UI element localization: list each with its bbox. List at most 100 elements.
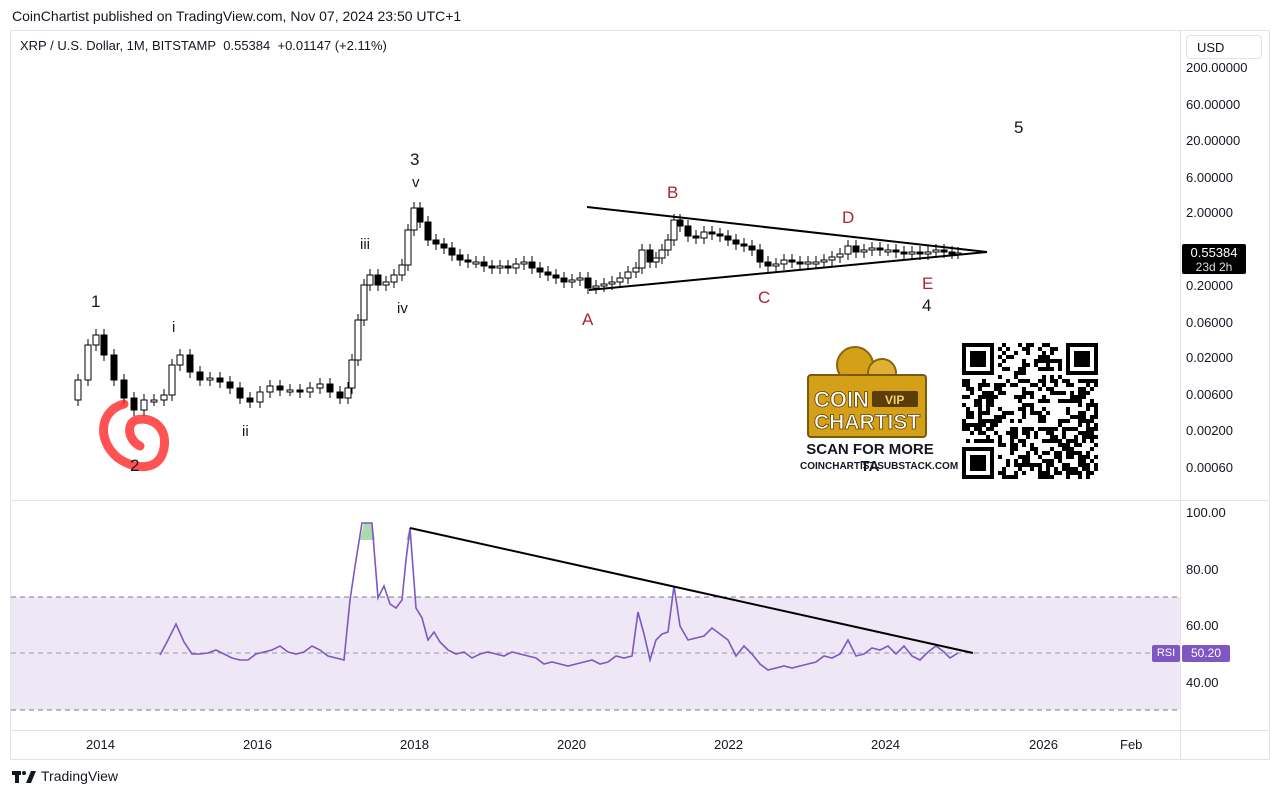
- qr-module: [1002, 443, 1006, 447]
- wave-label-2: 2: [130, 456, 140, 475]
- qr-module: [1010, 355, 1014, 359]
- qr-module: [966, 427, 970, 431]
- qr-module: [1050, 347, 1054, 351]
- qr-module: [1066, 411, 1070, 415]
- qr-module: [1014, 351, 1018, 355]
- qr-module: [1078, 423, 1082, 427]
- qr-module: [998, 443, 1002, 447]
- rsi-tick: 100.00: [1186, 505, 1226, 520]
- qr-module: [1034, 383, 1038, 387]
- qr-module: [1018, 467, 1022, 471]
- price-axis-separator: [1180, 30, 1181, 760]
- qr-module: [994, 395, 998, 399]
- promo-cta: SCAN FOR MORE TA: [806, 441, 934, 475]
- qr-module: [1078, 399, 1082, 403]
- qr-module: [1014, 459, 1018, 463]
- qr-module: [1038, 399, 1042, 403]
- qr-module: [1058, 423, 1062, 427]
- qr-module: [1086, 423, 1090, 427]
- qr-module: [1050, 359, 1054, 363]
- qr-module: [1082, 439, 1086, 443]
- qr-module: [1046, 467, 1050, 471]
- price-tick: 200.00000: [1186, 60, 1248, 75]
- qr-module: [1078, 419, 1082, 423]
- qr-module: [962, 383, 966, 387]
- qr-module: [1022, 439, 1026, 443]
- qr-module: [1018, 439, 1022, 443]
- qr-module: [1026, 459, 1030, 463]
- qr-module: [1066, 343, 1070, 375]
- qr-module: [1058, 399, 1062, 403]
- qr-module: [1066, 379, 1070, 383]
- qr-module: [1062, 435, 1066, 439]
- qr-module: [1006, 367, 1010, 371]
- qr-module: [1046, 363, 1050, 367]
- qr-module: [974, 423, 978, 427]
- tradingview-footer[interactable]: TradingView: [12, 768, 118, 784]
- qr-module: [998, 387, 1002, 391]
- qr-module: [1050, 367, 1054, 371]
- qr-module: [1074, 451, 1078, 455]
- qr-module: [1030, 411, 1034, 415]
- qr-module: [1030, 447, 1034, 451]
- qr-module: [1046, 439, 1050, 443]
- qr-module: [1038, 471, 1042, 475]
- qr-module: [986, 395, 990, 399]
- qr-module: [1074, 415, 1078, 419]
- qr-module: [1038, 387, 1042, 391]
- qr-module: [986, 407, 990, 411]
- pane-separator[interactable]: [10, 500, 1270, 501]
- qr-module: [1002, 475, 1006, 479]
- qr-module: [1082, 463, 1086, 467]
- currency-button[interactable]: USD: [1186, 35, 1262, 59]
- symbol-legend[interactable]: XRP / U.S. Dollar, 1M, BITSTAMP 0.55384 …: [20, 38, 387, 53]
- triangle-label-A: A: [582, 310, 594, 329]
- qr-module: [1018, 407, 1022, 411]
- qr-module: [1082, 379, 1086, 383]
- qr-module: [1050, 475, 1054, 479]
- qr-module: [1046, 343, 1050, 347]
- qr-module: [1046, 427, 1050, 431]
- qr-module: [1078, 459, 1082, 463]
- time-tick: 2020: [557, 737, 586, 752]
- qr-module: [982, 379, 986, 383]
- qr-module: [978, 427, 982, 431]
- qr-module: [1070, 467, 1074, 471]
- symbol-name: XRP / U.S. Dollar, 1M, BITSTAMP: [20, 38, 217, 53]
- qr-code-icon[interactable]: [962, 343, 1098, 479]
- qr-module: [1066, 447, 1070, 451]
- qr-module: [970, 387, 974, 391]
- wave-label-iv: iv: [397, 300, 408, 317]
- qr-module: [1014, 475, 1018, 479]
- qr-module: [1022, 443, 1026, 447]
- qr-module: [982, 383, 986, 387]
- qr-module: [1034, 463, 1038, 467]
- qr-module: [1018, 371, 1022, 375]
- time-axis-separator: [10, 730, 1270, 731]
- qr-module: [978, 407, 982, 411]
- time-tick: Feb: [1120, 737, 1143, 752]
- qr-module: [1050, 459, 1054, 463]
- qr-module: [1026, 351, 1030, 355]
- qr-module: [1042, 451, 1046, 455]
- qr-module: [1010, 439, 1014, 443]
- qr-module: [1002, 359, 1006, 363]
- qr-module: [1014, 375, 1018, 379]
- qr-module: [1042, 351, 1046, 355]
- price-tick: 60.00000: [1186, 97, 1241, 112]
- qr-module: [998, 419, 1002, 423]
- qr-module: [962, 427, 966, 431]
- qr-module: [1054, 439, 1058, 443]
- qr-module: [1018, 395, 1022, 399]
- qr-module: [1082, 431, 1086, 435]
- qr-module: [1046, 355, 1050, 359]
- promo-url[interactable]: COINCHARTIST.SUBSTACK.COM: [800, 461, 959, 472]
- qr-module: [966, 387, 970, 391]
- qr-module: [1030, 383, 1034, 387]
- qr-module: [1046, 399, 1050, 403]
- qr-module: [990, 447, 994, 479]
- qr-module: [1038, 347, 1042, 351]
- qr-module: [1006, 431, 1010, 435]
- qr-module: [1082, 467, 1086, 471]
- qr-module: [978, 439, 982, 443]
